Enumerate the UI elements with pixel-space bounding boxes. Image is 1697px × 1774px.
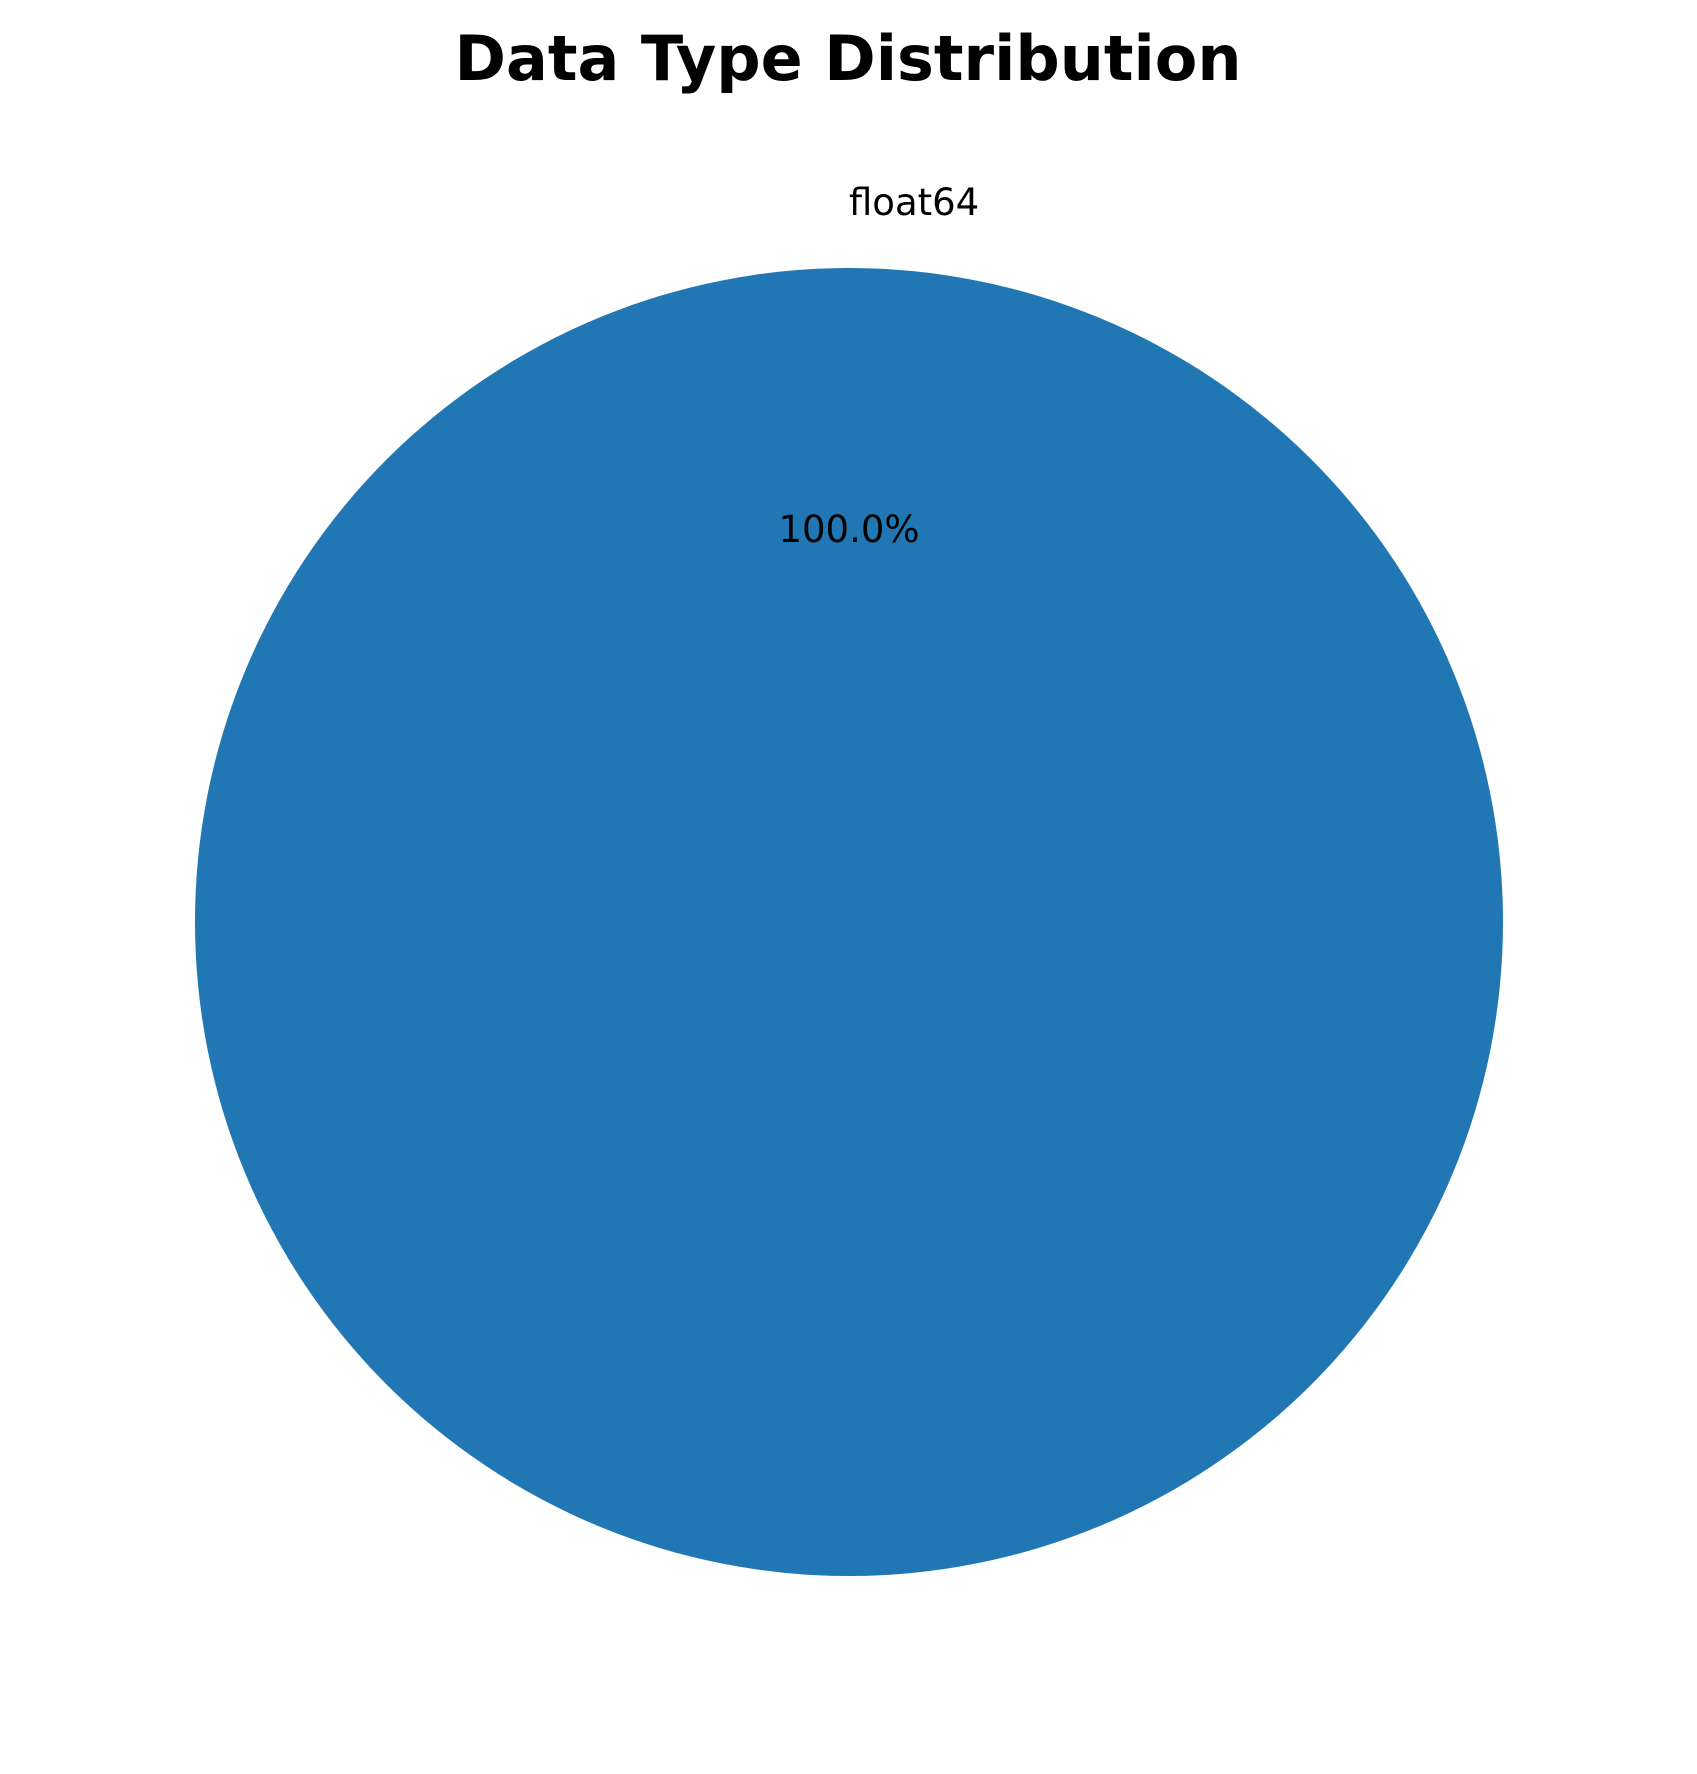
pie-category-label: float64 (849, 181, 979, 224)
pie-slice-float64 (195, 268, 1503, 1576)
pie-slices (195, 268, 1503, 1576)
pie-labels: 100.0% float64 (778, 181, 979, 551)
pie-percent-label: 100.0% (778, 508, 919, 551)
chart-title: Data Type Distribution (455, 22, 1242, 95)
